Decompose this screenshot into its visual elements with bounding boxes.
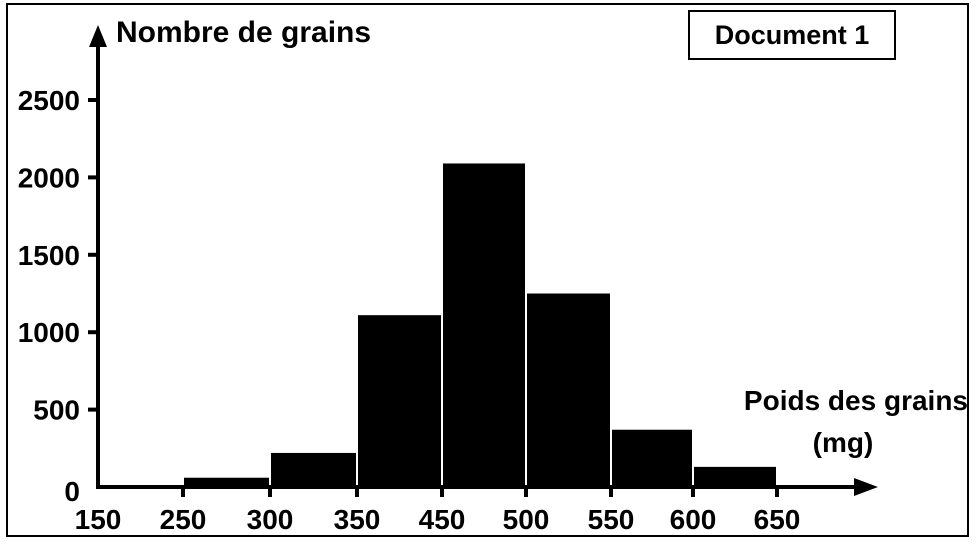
bars-group [184,163,776,487]
document-label: Document 1 [688,10,896,60]
x-tick-label: 600 [670,504,717,535]
x-tick-label: 450 [419,504,466,535]
x-tick-label: 300 [247,504,294,535]
x-tick-label: 550 [588,504,635,535]
x-tick-label: 650 [754,504,801,535]
figure-frame [6,3,969,537]
y-axis-label: Nombre de grains [116,16,371,49]
y-tick-label: 0 [64,476,80,507]
y-tick-label: 1500 [18,240,80,271]
x-tick-label: 350 [334,504,381,535]
histogram-bar [358,315,441,487]
histogram-bar [184,477,269,487]
y-tick-label: 2000 [18,162,80,193]
y-ticks-group: 0 500 1000 1500 2000 2500 [18,85,100,507]
histogram-bar [443,163,525,487]
histogram-bar [527,293,610,487]
histogram-bar [694,466,776,487]
x-axis-arrow [854,478,878,496]
x-ticks-group: 150 250 300 350 450 500 550 600 650 [75,485,801,535]
axes-group [89,25,878,496]
y-tick-label: 500 [33,395,80,426]
histogram-bar [612,429,692,487]
y-tick-label: 2500 [18,85,80,116]
x-tick-label: 150 [75,504,122,535]
x-tick-label: 500 [503,504,550,535]
x-axis-label-line2: (mg) [813,427,874,458]
y-axis-arrow [89,25,107,47]
x-tick-label: 250 [160,504,207,535]
x-axis-label-line1: Poids des grains [744,385,968,416]
histogram-bar [271,452,356,487]
y-tick-label: 1000 [18,317,80,348]
